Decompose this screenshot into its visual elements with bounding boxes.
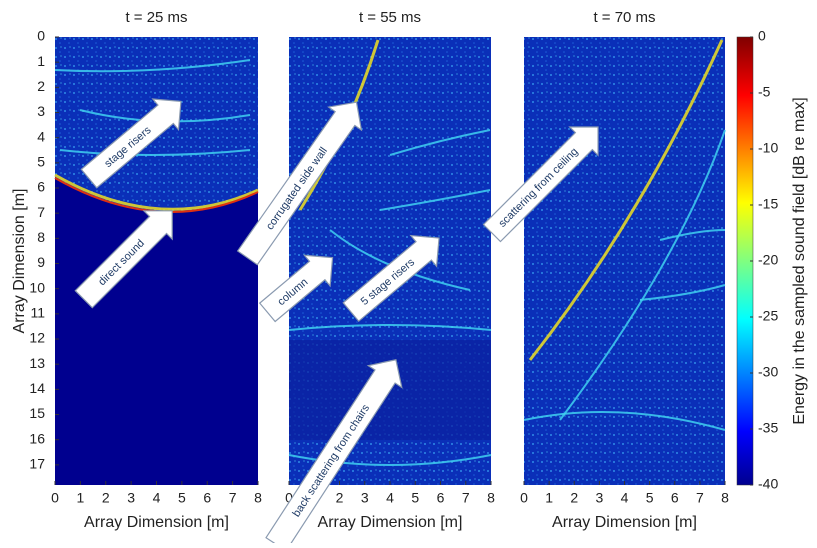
- y-tick-label: 7: [37, 204, 45, 220]
- y-tick-label: 15: [29, 405, 45, 421]
- x-tick-label: 7: [462, 490, 470, 506]
- panel-title: t = 70 ms: [593, 9, 655, 26]
- x-tick-label: 3: [127, 490, 135, 506]
- colorbar-tick-label: -30: [758, 364, 778, 380]
- heatmap-region: [55, 178, 258, 485]
- y-tick-label: 11: [30, 305, 45, 321]
- x-tick-label: 1: [76, 490, 84, 506]
- x-tick-label: 6: [671, 490, 679, 506]
- panel-title: t = 55 ms: [359, 9, 421, 26]
- x-tick-label: 2: [336, 490, 344, 506]
- colorbar-tick-label: -15: [758, 196, 778, 212]
- y-tick-label: 3: [37, 103, 45, 119]
- heatmap-feature: [288, 454, 492, 466]
- y-tick-label: 1: [37, 53, 45, 69]
- y-tick-label: 8: [37, 229, 45, 245]
- colorbar-tick-label: -20: [758, 252, 778, 268]
- x-tick-label: 6: [203, 490, 211, 506]
- y-tick-label: 0: [37, 28, 45, 44]
- colorbar-tick-label: -40: [758, 476, 778, 492]
- heatmap-feature: [659, 229, 726, 241]
- heatmap-feature: [54, 173, 259, 211]
- heatmap-feature: [59, 149, 251, 156]
- arrow-shape: [80, 98, 182, 189]
- y-tick-label: 2: [37, 78, 45, 94]
- colorbar-tick-label: 0: [758, 28, 766, 44]
- x-tick-label: 4: [386, 490, 394, 506]
- colorbar-tick-label: -35: [758, 420, 778, 436]
- x-tick-label: 6: [437, 490, 445, 506]
- heatmap-feature: [559, 129, 726, 421]
- x-tick-label: 8: [721, 490, 729, 506]
- x-tick-label: 2: [102, 490, 110, 506]
- panel-title: t = 25 ms: [125, 9, 187, 26]
- heatmap-feature: [389, 129, 491, 156]
- x-tick-label: 0: [285, 490, 293, 506]
- y-tick-label: 5: [37, 154, 45, 170]
- arrow-shape: [342, 234, 440, 322]
- x-tick-label: 7: [229, 490, 237, 506]
- y-tick-label: 14: [29, 380, 45, 396]
- y-tick-label: 12: [29, 330, 45, 346]
- arrow-shape: [74, 210, 173, 309]
- x-tick-label: 7: [696, 490, 704, 506]
- x-tick-label: 8: [254, 490, 262, 506]
- x-tick-label: 5: [178, 490, 186, 506]
- y-tick-label: 6: [37, 179, 45, 195]
- colorbar-tick-label: -10: [758, 140, 778, 156]
- y-tick-label: 16: [29, 430, 45, 446]
- x-tick-label: 5: [411, 490, 419, 506]
- y-tick-label: 4: [37, 128, 45, 144]
- colorbar-tick-label: -5: [758, 84, 771, 100]
- x-tick-label: 3: [595, 490, 603, 506]
- x-axis-label: Array Dimension [m]: [318, 514, 463, 531]
- arrow-shape: [482, 126, 599, 243]
- y-axis-label: Array Dimension [m]: [11, 189, 28, 334]
- x-tick-label: 1: [545, 490, 553, 506]
- x-axis-label: Array Dimension [m]: [552, 514, 697, 531]
- y-tick-label: 13: [29, 355, 45, 371]
- x-axis-label: Array Dimension [m]: [84, 514, 229, 531]
- x-tick-label: 3: [361, 490, 369, 506]
- colorbar-label: Energy in the sampled sound field [dB re…: [791, 97, 808, 424]
- heatmap-feature: [54, 59, 251, 73]
- heatmap-feature: [379, 189, 491, 211]
- y-tick-label: 10: [29, 279, 45, 295]
- heatmap-feature: [639, 284, 726, 301]
- arrow-shape: [258, 254, 334, 323]
- colorbar-tick-label: -25: [758, 308, 778, 324]
- x-tick-label: 8: [487, 490, 495, 506]
- x-tick-label: 2: [570, 490, 578, 506]
- y-tick-label: 17: [29, 456, 45, 472]
- x-tick-label: 0: [51, 490, 59, 506]
- arrow-shape: [236, 101, 363, 266]
- heatmap-feature: [523, 411, 726, 431]
- x-tick-label: 0: [520, 490, 528, 506]
- heatmap-feature: [528, 39, 724, 361]
- x-tick-label: 5: [646, 490, 654, 506]
- arrow-shape: [265, 359, 403, 548]
- heatmap-feature: [288, 324, 492, 331]
- heatmap-background: [524, 37, 725, 485]
- x-tick-label: 4: [153, 490, 161, 506]
- y-tick-label: 9: [37, 254, 45, 270]
- x-tick-label: 4: [621, 490, 629, 506]
